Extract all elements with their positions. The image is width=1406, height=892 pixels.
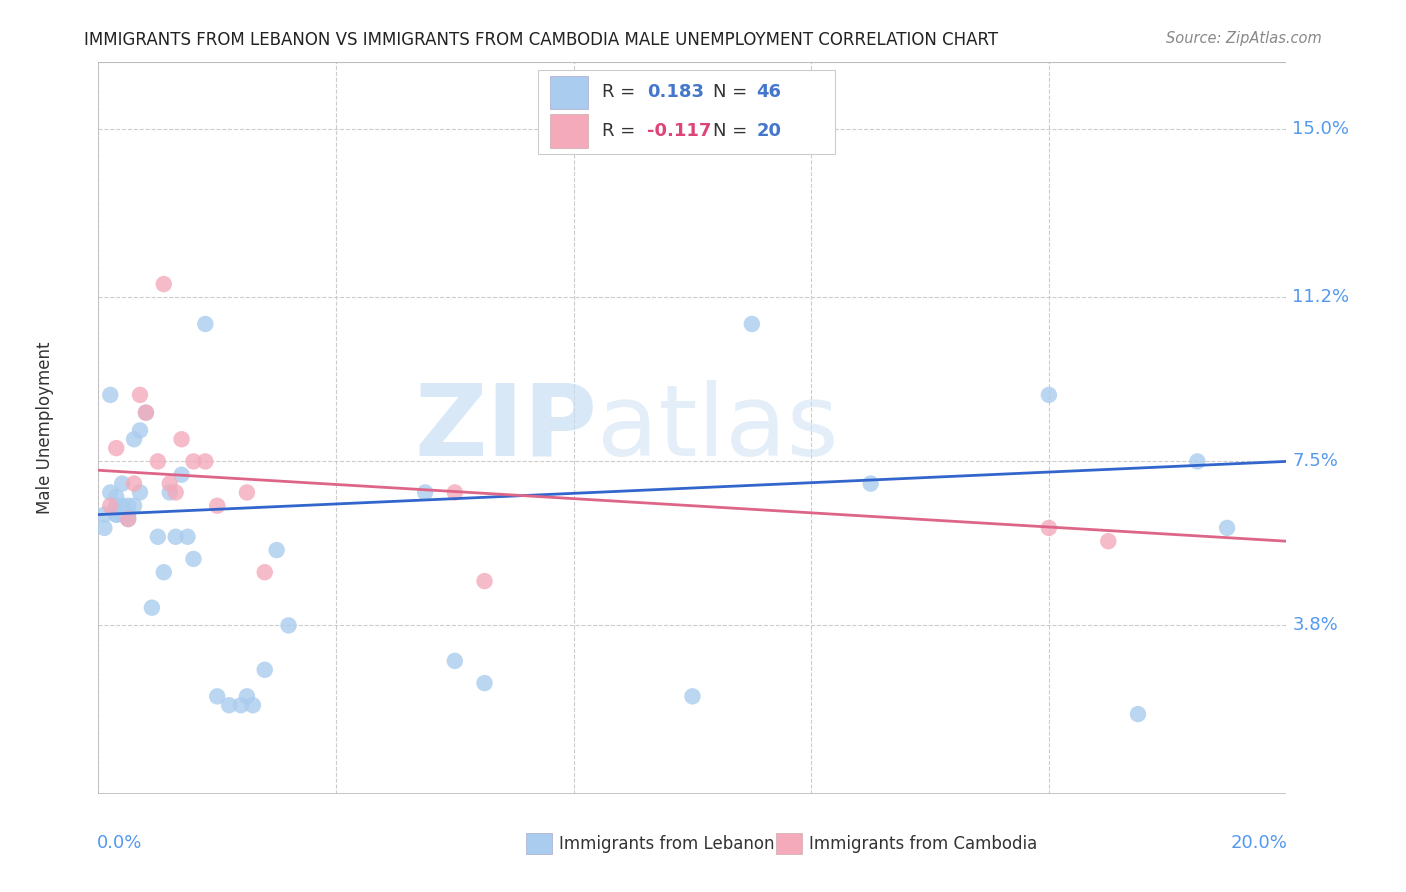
Point [741,317,763,331]
Text: 46: 46 [756,84,782,102]
FancyBboxPatch shape [538,70,835,153]
Point [474,574,496,588]
Point [93,521,115,535]
Point [105,508,128,522]
Text: 7.5%: 7.5% [1292,452,1339,470]
Text: N =: N = [713,84,752,102]
Point [146,454,169,468]
Point [105,499,128,513]
Point [152,277,174,291]
Point [194,317,217,331]
Point [105,441,128,455]
Bar [776,833,801,854]
Point [105,508,128,522]
Point [141,600,163,615]
Point [111,499,134,513]
Point [205,499,228,513]
Point [122,476,145,491]
Text: atlas: atlas [598,380,839,476]
Point [146,530,169,544]
Point [117,512,139,526]
Point [681,690,703,704]
Point [117,508,139,522]
Point [1187,454,1209,468]
Point [859,476,882,491]
Text: 0.183: 0.183 [647,84,704,102]
Point [194,454,217,468]
Point [170,432,193,446]
Point [98,388,121,402]
Point [205,690,228,704]
Point [159,476,181,491]
Text: N =: N = [713,122,752,140]
Text: Male Unemployment: Male Unemployment [37,342,53,515]
Point [170,467,193,482]
Text: 20.0%: 20.0% [1230,834,1288,852]
Point [117,499,139,513]
Text: Source: ZipAtlas.com: Source: ZipAtlas.com [1166,31,1322,46]
Point [135,406,157,420]
Point [165,530,187,544]
Point [1038,388,1060,402]
Bar [550,114,588,148]
Text: 11.2%: 11.2% [1292,288,1350,306]
Point [176,530,198,544]
Text: -0.117: -0.117 [647,122,711,140]
Point [183,454,205,468]
Point [1097,534,1119,549]
Point [218,698,240,713]
Point [93,508,115,522]
Text: 20: 20 [756,122,782,140]
Text: 0.0%: 0.0% [97,834,142,852]
Point [105,490,128,504]
Point [266,543,288,558]
Point [98,499,121,513]
Point [159,485,181,500]
Point [277,618,299,632]
Point [1216,521,1239,535]
Bar [550,76,588,109]
Point [236,690,259,704]
Point [129,485,152,500]
Text: R =: R = [602,122,641,140]
Point [1038,521,1060,535]
Text: 3.8%: 3.8% [1292,616,1339,634]
Text: ZIP: ZIP [415,380,598,476]
Point [236,485,259,500]
Point [413,485,436,500]
Point [111,508,134,522]
Point [152,566,174,580]
Point [129,388,152,402]
Point [129,423,152,437]
Point [111,476,134,491]
Text: R =: R = [602,84,641,102]
Text: Immigrants from Cambodia: Immigrants from Cambodia [808,835,1038,853]
Point [165,485,187,500]
Bar [526,833,553,854]
Point [242,698,264,713]
Point [253,663,276,677]
Point [183,552,205,566]
Point [443,485,465,500]
Point [229,698,252,713]
Point [117,512,139,526]
Text: 15.0%: 15.0% [1292,120,1350,138]
Point [1126,707,1149,722]
Point [122,499,145,513]
Text: Immigrants from Lebanon: Immigrants from Lebanon [560,835,775,853]
Point [443,654,465,668]
Point [135,406,157,420]
Point [122,432,145,446]
Point [474,676,496,690]
Text: IMMIGRANTS FROM LEBANON VS IMMIGRANTS FROM CAMBODIA MALE UNEMPLOYMENT CORRELATIO: IMMIGRANTS FROM LEBANON VS IMMIGRANTS FR… [84,31,998,49]
Point [98,485,121,500]
Point [253,566,276,580]
